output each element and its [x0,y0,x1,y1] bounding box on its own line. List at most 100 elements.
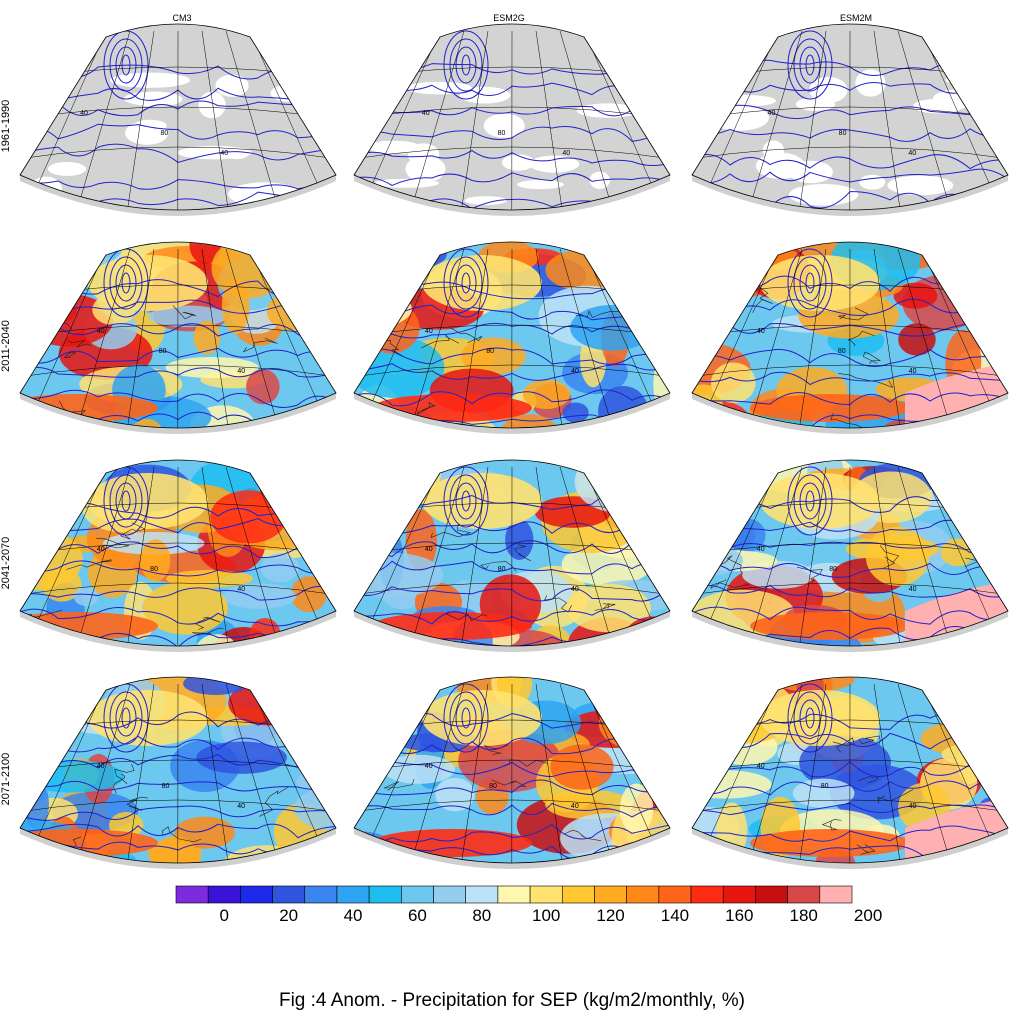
anomaly-blob [367,242,446,270]
figure-caption: Fig :4 Anom. - Precipitation for SEP (kg… [278,990,746,1011]
anomaly-blob [183,677,248,695]
anomaly-blob [245,646,291,682]
contour-label: 80 [161,130,169,137]
meridian [873,683,903,863]
anomaly-blob [976,242,1008,269]
meridian [744,683,803,863]
colorbar-swatch [433,885,467,904]
contour-ring [793,256,827,310]
anomaly-blob [585,466,670,494]
contour-ring [455,46,477,84]
anomaly-blob [354,684,400,708]
coastline [710,579,749,589]
anomaly-blob [248,677,336,706]
anomaly-blob [522,379,571,409]
parallel [692,324,1008,338]
contour-ring [449,474,483,528]
colorbar-swatch [722,885,756,904]
anomaly-blob [701,697,731,730]
contour-label: 40 [220,150,228,157]
colorbar-swatch [368,885,402,904]
colorbar-swatch [240,885,273,904]
colorbar-tick-label: 120 [596,906,625,925]
map-border [353,676,671,864]
parallel [354,759,670,773]
meridian [201,466,231,646]
contour-ring [109,256,143,310]
map-edge [20,828,336,869]
coastline [192,627,224,636]
contour-label: 40 [422,110,430,117]
anomaly-blob [41,567,82,602]
colorbar-swatch [626,885,660,904]
meridian [225,466,284,646]
contour-label: 40 [97,763,105,770]
contour-label: 40 [97,546,105,553]
contour-label: 40 [909,368,917,375]
coastline [242,337,278,353]
anomaly-blob [617,840,670,860]
colorbar-swatch [336,885,370,904]
meridian [225,30,284,210]
anomaly-blob [372,394,532,422]
meridian [897,30,956,210]
colorbar-swatch [658,885,692,904]
colorbar-tick-label: 0 [219,906,230,925]
anomaly-blob [692,328,727,345]
anomaly-blob [20,265,95,283]
coastline [830,412,869,428]
masked-patch [110,72,191,88]
masked-patch [464,196,508,205]
colorbar-swatch [529,885,563,904]
coastline [514,544,531,562]
column-title-esm2g: ESM2G [493,13,525,23]
colorbar-swatch [465,885,499,904]
map-border [353,23,671,211]
anomaly-blob [387,678,421,722]
anomaly-blob [971,852,1008,863]
parallel [692,582,1008,596]
coastline [63,351,77,358]
contour-label: 80 [159,348,167,355]
anomaly-blob [710,362,756,404]
contour-label: 80 [498,130,506,137]
meridian [559,30,618,210]
anomaly-blob [692,699,713,733]
anomaly-blob [130,418,164,428]
anomaly-blob [653,352,670,417]
meridian [406,248,465,428]
colorbar-tick-label: 140 [660,906,690,925]
map-border [19,241,337,429]
map-border [19,23,337,211]
contour-label: 40 [757,546,765,553]
anomaly-blob [612,677,670,718]
contour-label: 80 [838,348,846,355]
meridian [897,466,956,646]
colorbar-swatch [175,885,209,904]
parallel [692,106,1008,120]
anomaly-blob [31,260,79,300]
anomaly-blob [692,859,790,863]
contour-ring [443,683,489,753]
meridian [897,683,956,863]
coastline [832,737,855,753]
coastline [594,602,616,611]
contour-label: 80 [829,566,837,573]
map-border [353,241,671,429]
map-panel-1-2: 40 80 40 [353,459,671,652]
contour-label: 40 [757,763,765,770]
map-border [353,459,671,647]
anomaly-blob [598,697,670,750]
masked-patch [576,103,639,118]
colorbar-swatch [207,885,241,904]
meridian [124,248,155,428]
contour-ring [799,264,821,302]
parallel [20,799,336,813]
colorbar-swatch [304,885,338,904]
coastline [877,789,914,804]
contour-ring [115,46,137,84]
anomaly-blob [222,583,297,609]
parallel [20,582,336,596]
meridian [458,683,489,863]
anomaly-blob [354,517,388,550]
